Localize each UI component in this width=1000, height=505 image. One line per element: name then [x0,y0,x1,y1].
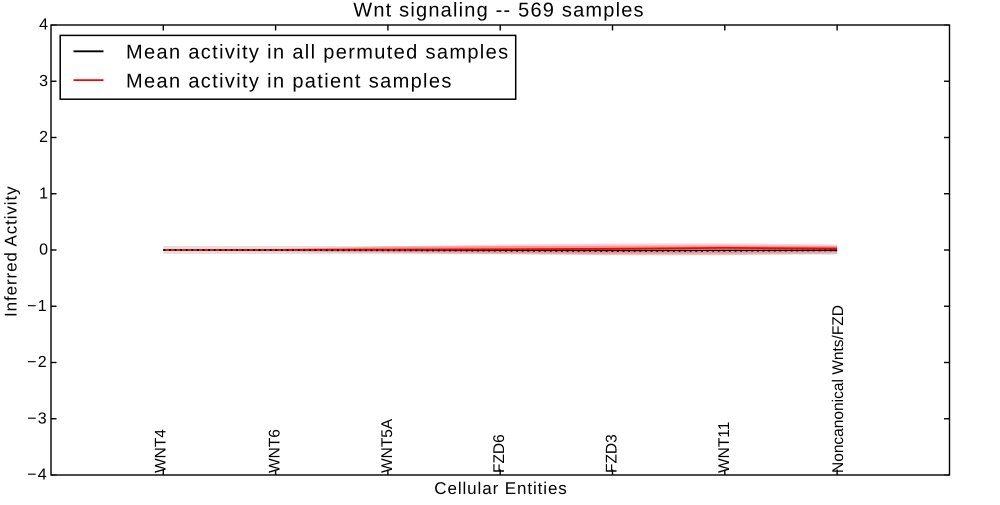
svg-text:Mean activity in all permuted: Mean activity in all permuted samples [126,41,509,63]
svg-text:−1: −1 [27,298,48,315]
svg-text:−3: −3 [27,410,48,427]
svg-text:Inferred Activity: Inferred Activity [2,185,21,317]
svg-text:Noncanonical Wnts/FZD: Noncanonical Wnts/FZD [830,305,847,473]
svg-text:1: 1 [39,185,48,202]
svg-text:WNT11: WNT11 [716,422,733,473]
svg-text:WNT4: WNT4 [152,429,169,473]
svg-text:−2: −2 [27,354,48,371]
svg-text:FZD3: FZD3 [604,434,621,473]
svg-text:2: 2 [39,129,48,146]
svg-text:−4: −4 [27,467,48,484]
svg-text:Wnt signaling -- 569 samples: Wnt signaling -- 569 samples [353,0,645,22]
svg-text:WNT6: WNT6 [267,429,284,473]
svg-text:FZD6: FZD6 [491,434,508,473]
svg-text:Cellular Entities: Cellular Entities [434,479,567,498]
svg-text:WNT5A: WNT5A [379,418,396,473]
svg-text:4: 4 [39,17,48,34]
svg-text:3: 3 [39,73,48,90]
svg-text:Mean activity in patient sampl: Mean activity in patient samples [126,70,453,92]
svg-text:0: 0 [39,242,48,259]
